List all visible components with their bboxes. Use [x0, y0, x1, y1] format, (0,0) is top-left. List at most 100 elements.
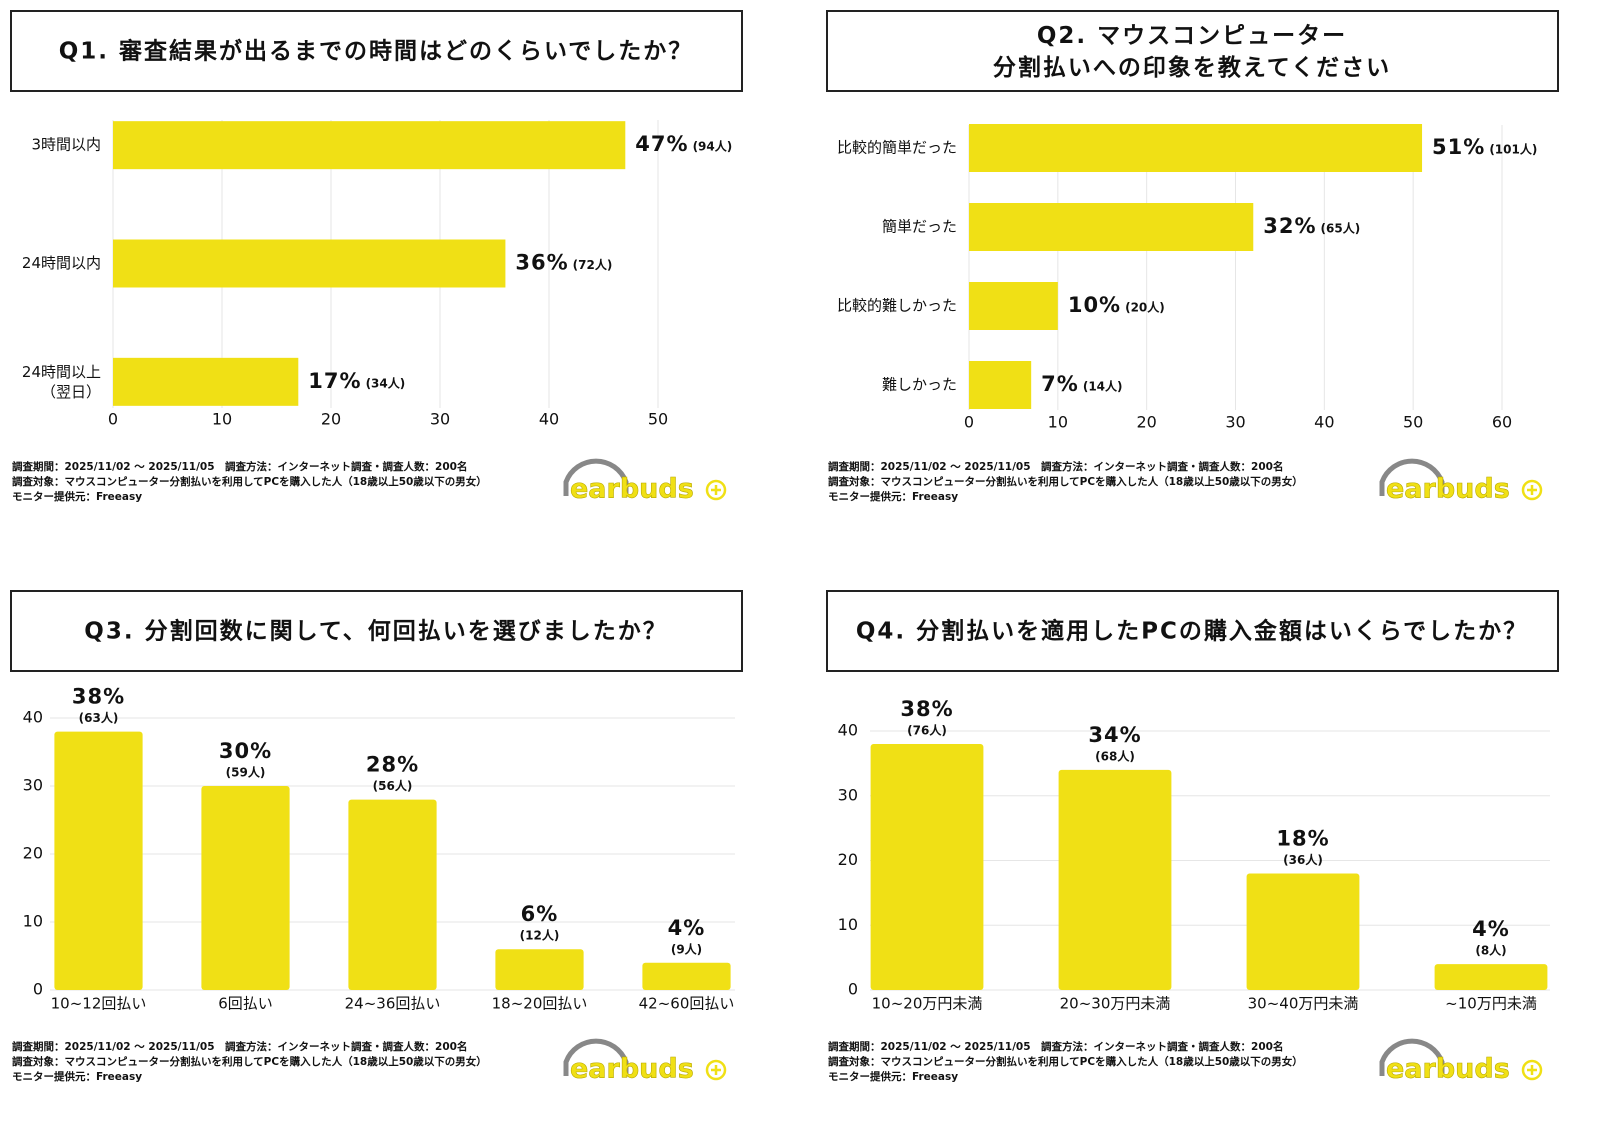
count-label: (36人) [1283, 852, 1323, 867]
bar [969, 203, 1254, 251]
y-tick-label: 比較的簡単だった [837, 139, 957, 157]
y-tick-label: 10 [23, 912, 43, 931]
chart-title: Q4. 分割払いを適用したPCの購入金額はいくらでしたか？ [856, 618, 1528, 645]
value-label: 38% [72, 685, 125, 709]
x-tick-label: 30 [430, 410, 450, 429]
bar [495, 949, 584, 990]
y-tick-label: 簡単だった [882, 218, 957, 236]
survey-note: 調査期間：2025/11/02 ～ 2025/11/05 調査方法：インターネッ… [828, 1040, 1283, 1053]
chart-title: Q3. 分割回数に関して、何回払いを選びましたか？ [84, 618, 667, 645]
survey-note: 調査対象：マウスコンピューター分割払いを利用してPCを購入した人（18歳以上50… [12, 475, 487, 488]
x-tick-label: 20 [1136, 413, 1156, 432]
count-label: (20人) [1125, 300, 1165, 315]
count-label: (76人) [907, 722, 947, 737]
title-box [826, 590, 1559, 672]
count-label: (12人) [520, 928, 560, 943]
count-label: (59人) [226, 765, 266, 780]
logo-plus [711, 1065, 721, 1075]
x-tick-label: 30~40万円未満 [1248, 995, 1359, 1013]
y-tick-label: 難しかった [882, 376, 957, 394]
logo-plus [1527, 1065, 1537, 1075]
y-tick-label: 10 [838, 915, 858, 934]
chart-title: Q2. マウスコンピューター分割払いへの印象を教えてください [993, 23, 1391, 81]
count-label: (63人) [79, 710, 119, 725]
bar [969, 361, 1032, 409]
logo-plus [705, 1059, 727, 1081]
bar [113, 357, 299, 406]
value-label: 28% [366, 753, 419, 777]
logo-headphone [1379, 1038, 1445, 1076]
survey-note: モニター提供元：Freeasy [828, 1070, 958, 1083]
x-tick-label: 18~20回払い [492, 995, 588, 1013]
value-label: 47% [635, 132, 688, 156]
bar [113, 121, 626, 170]
survey-note: モニター提供元：Freeasy [12, 490, 142, 503]
logo-text: earbuds [1386, 474, 1510, 505]
bar [969, 124, 1423, 172]
survey-note: 調査期間：2025/11/02 ～ 2025/11/05 調査方法：インターネッ… [12, 460, 467, 473]
value-label: 18% [1276, 826, 1329, 850]
count-label: (8人) [1475, 943, 1506, 958]
title-box [10, 10, 743, 92]
x-tick-label: 50 [1403, 413, 1423, 432]
count-label: (9人) [671, 941, 702, 956]
value-label: 32% [1263, 214, 1316, 238]
survey-note: モニター提供元：Freeasy [828, 490, 958, 503]
y-tick-label: 40 [23, 708, 43, 727]
y-tick-label: 24時間以上（翌日） [22, 362, 101, 400]
count-label: (56人) [373, 778, 413, 793]
bar [348, 799, 437, 990]
value-label: 17% [308, 369, 361, 393]
logo-text: earbuds [570, 1054, 694, 1085]
survey-note: 調査対象：マウスコンピューター分割払いを利用してPCを購入した人（18歳以上50… [828, 475, 1303, 488]
value-label: 6% [521, 902, 559, 926]
value-label: 7% [1041, 372, 1079, 396]
survey-note: 調査期間：2025/11/02 ～ 2025/11/05 調査方法：インターネッ… [828, 460, 1283, 473]
logo-plus [1527, 485, 1537, 495]
chart-title: Q1. 審査結果が出るまでの時間はどのくらいでしたか？ [59, 38, 694, 65]
x-tick-label: 20~30万円未満 [1060, 995, 1171, 1013]
value-label: 51% [1432, 135, 1485, 159]
survey-note: 調査対象：マウスコンピューター分割払いを利用してPCを購入した人（18歳以上50… [12, 1055, 487, 1068]
logo-plus [711, 485, 721, 495]
y-tick-label: 3時間以内 [31, 136, 101, 154]
x-tick-label: 42~60回払い [639, 995, 735, 1013]
value-label: 34% [1088, 723, 1141, 747]
y-tick-label: 30 [838, 785, 858, 804]
x-tick-label: 10 [1048, 413, 1068, 432]
value-label: 10% [1068, 293, 1121, 317]
count-label: (94人) [693, 139, 733, 154]
y-tick-label: 0 [848, 980, 858, 999]
y-tick-label: 比較的難しかった [837, 297, 957, 315]
survey-note: モニター提供元：Freeasy [12, 1070, 142, 1083]
y-tick-label: 0 [33, 980, 43, 999]
bar [54, 731, 143, 990]
bar [870, 743, 984, 990]
y-tick-label: 24時間以内 [22, 254, 101, 272]
x-tick-label: 10~20万円未満 [872, 995, 983, 1013]
x-tick-label: 40 [1314, 413, 1334, 432]
x-tick-label: 0 [108, 410, 118, 429]
x-tick-label: 30 [1225, 413, 1245, 432]
x-tick-label: 60 [1492, 413, 1512, 432]
value-label: 36% [515, 251, 568, 275]
value-label: 30% [219, 739, 272, 763]
x-tick-label: 24~36回払い [345, 995, 441, 1013]
bar [113, 239, 506, 288]
x-tick-label: 20 [321, 410, 341, 429]
value-label: 4% [1472, 917, 1510, 941]
count-label: (14人) [1083, 379, 1123, 394]
logo-plus [705, 479, 727, 501]
bar [201, 786, 290, 990]
x-tick-label: 0 [964, 413, 974, 432]
count-label: (101人) [1489, 142, 1537, 157]
y-tick-label: 40 [838, 721, 858, 740]
logo-plus [1521, 479, 1543, 501]
survey-note: 調査対象：マウスコンピューター分割払いを利用してPCを購入した人（18歳以上50… [828, 1055, 1303, 1068]
count-label: (68人) [1095, 748, 1135, 763]
value-label: 38% [900, 697, 953, 721]
bar [1058, 769, 1172, 990]
count-label: (34人) [366, 375, 406, 390]
logo-text: earbuds [1386, 1054, 1510, 1085]
x-tick-label: 50 [648, 410, 668, 429]
